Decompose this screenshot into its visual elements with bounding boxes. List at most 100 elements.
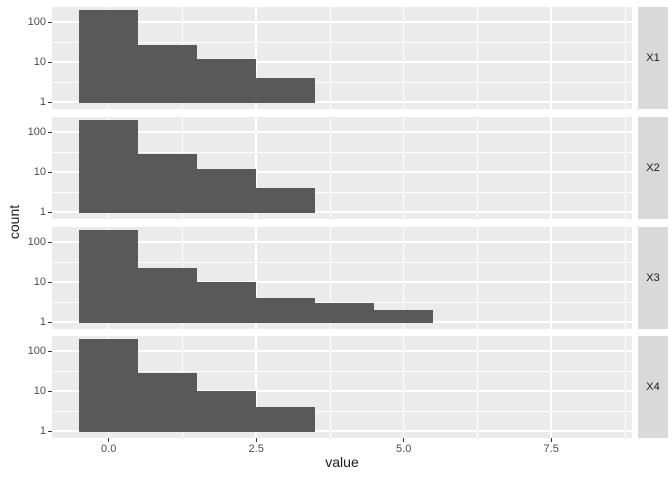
gridline-major-v <box>402 117 405 219</box>
y-tick-label: 10 <box>33 385 46 397</box>
x-tick-mark <box>550 438 552 442</box>
histogram-bar <box>197 282 257 323</box>
histogram-bar <box>79 338 139 432</box>
gridline-minor-h <box>52 151 632 153</box>
gridline-major-h <box>52 390 632 392</box>
y-tick-label: 1 <box>39 96 46 108</box>
gridline-minor-v <box>624 7 626 109</box>
gridline-major-v <box>550 336 552 438</box>
histogram-bar <box>256 187 316 213</box>
y-tick-label: 1 <box>39 425 46 437</box>
gridline-minor-h <box>52 41 632 43</box>
gridline-major-h <box>52 350 632 352</box>
gridline-major-v <box>255 336 257 438</box>
histogram-bar <box>374 309 434 323</box>
histogram-bar <box>315 302 375 323</box>
gridline-major-h <box>52 21 632 23</box>
x-tick-mark <box>403 438 405 442</box>
gridline-major-v <box>550 227 552 329</box>
gridline-major-h <box>52 101 632 103</box>
facet-panel-X4 <box>52 336 632 438</box>
histogram-bar <box>79 10 139 103</box>
histogram-bar <box>138 154 198 213</box>
y-tick-mark <box>48 281 52 283</box>
facet-strip-label: X3 <box>646 272 660 284</box>
facet-strip-X2: X2 <box>638 117 668 219</box>
y-tick-mark <box>48 430 52 432</box>
histogram-bar <box>138 373 198 432</box>
gridline-minor-v <box>477 227 478 329</box>
y-tick-mark <box>48 241 52 243</box>
y-tick-mark <box>48 350 52 352</box>
gridline-minor-v <box>477 7 478 109</box>
facet-strip-label: X2 <box>646 162 660 174</box>
gridline-major-h <box>52 131 632 133</box>
gridline-minor-v <box>477 336 478 438</box>
gridline-major-h <box>52 171 632 173</box>
y-tick-mark <box>48 211 52 213</box>
y-tick-label: 10 <box>33 166 46 178</box>
gridline-minor-v <box>624 336 626 438</box>
gridline-minor-v <box>329 336 331 438</box>
gridline-major-v <box>255 227 257 329</box>
gridline-major-v <box>550 7 552 109</box>
histogram-bar <box>197 58 257 103</box>
histogram-bar <box>138 44 198 103</box>
facet-strip-X1: X1 <box>638 7 668 109</box>
gridline-major-h <box>52 430 632 432</box>
facet-strip-label: X1 <box>646 52 660 64</box>
y-tick-label: 10 <box>33 276 46 288</box>
gridline-major-h <box>52 281 632 283</box>
gridline-major-h <box>52 241 632 243</box>
facet-strip-X4: X4 <box>638 336 668 438</box>
histogram-bar <box>197 391 257 432</box>
gridline-minor-v <box>329 117 331 219</box>
gridline-major-v <box>402 336 405 438</box>
histogram-bar <box>256 77 316 103</box>
histogram-bar <box>79 120 139 213</box>
gridline-minor-v <box>624 227 626 329</box>
y-axis-title: count <box>6 204 22 240</box>
y-tick-label: 100 <box>27 126 46 138</box>
histogram-bar <box>256 406 316 432</box>
y-tick-mark <box>48 131 52 133</box>
gridline-major-v <box>255 7 257 109</box>
gridline-major-h <box>52 61 632 63</box>
gridline-minor-h <box>52 191 632 193</box>
x-tick-label: 2.5 <box>248 443 264 455</box>
histogram-bar <box>197 168 257 213</box>
y-tick-label: 100 <box>27 345 46 357</box>
gridline-major-v <box>255 117 257 219</box>
facet-strip-X3: X3 <box>638 227 668 329</box>
y-tick-label: 1 <box>39 316 46 328</box>
y-tick-mark <box>48 101 52 103</box>
y-tick-mark <box>48 390 52 392</box>
y-tick-label: 100 <box>27 16 46 28</box>
y-tick-mark <box>48 21 52 23</box>
gridline-minor-v <box>624 117 626 219</box>
x-tick-mark <box>255 438 257 442</box>
y-tick-mark <box>48 61 52 63</box>
x-tick-label: 7.5 <box>543 443 559 455</box>
gridline-minor-h <box>52 301 632 303</box>
histogram-bar <box>79 229 139 323</box>
gridline-major-h <box>52 211 632 213</box>
facet-panel-X1 <box>52 7 632 109</box>
gridline-minor-h <box>52 261 632 263</box>
gridline-major-v <box>402 7 405 109</box>
histogram-bar <box>256 297 316 323</box>
gridline-minor-v <box>477 117 478 219</box>
gridline-minor-v <box>329 227 331 329</box>
y-tick-label: 1 <box>39 206 46 218</box>
gridline-major-v <box>550 117 552 219</box>
y-tick-label: 10 <box>33 56 46 68</box>
x-tick-label: 0.0 <box>101 443 117 455</box>
gridline-minor-h <box>52 410 632 412</box>
facet-panel-X3 <box>52 227 632 329</box>
gridline-minor-h <box>52 81 632 83</box>
histogram-bar <box>138 268 198 323</box>
gridline-major-v <box>402 227 405 329</box>
y-tick-label: 100 <box>27 236 46 248</box>
y-tick-mark <box>48 171 52 173</box>
